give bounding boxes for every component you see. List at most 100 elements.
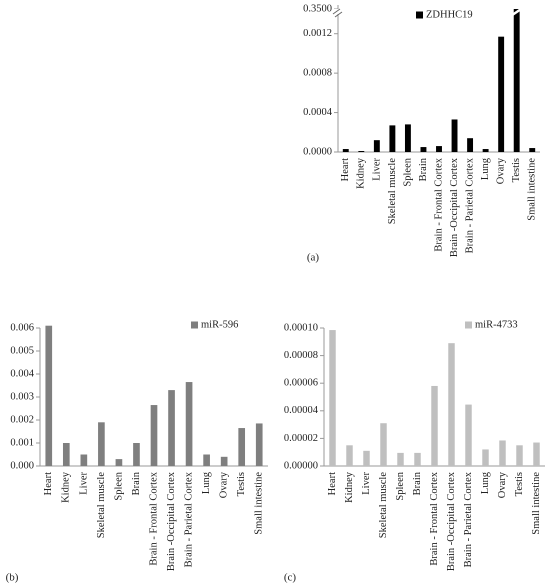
y-tick-label: 0.006 [10, 322, 34, 333]
x-tick-label: Ovary [497, 471, 508, 498]
bar [342, 149, 349, 152]
bar [529, 148, 536, 152]
x-tick-label: Heart [340, 158, 351, 181]
bar [414, 452, 421, 466]
bar [482, 449, 489, 466]
bar [516, 445, 523, 466]
bar [329, 330, 336, 466]
x-tick-label: Lung [480, 471, 491, 494]
bar [80, 454, 88, 466]
y-tick-label: 0.0008 [303, 68, 332, 79]
x-tick-label: Spleen [395, 471, 406, 500]
bar [133, 443, 140, 466]
legend-label: miR-4733 [475, 319, 518, 330]
y-tick-label: 0.00006 [284, 378, 318, 389]
x-tick-label: Skeletal muscle [378, 472, 389, 539]
bar [255, 423, 263, 466]
y-tick-label: 0.002 [10, 414, 34, 425]
bar [358, 151, 365, 152]
y-tick-label: 0.00010 [284, 322, 318, 333]
x-tick-label: Ovary [219, 471, 230, 498]
x-tick-label: Heart [327, 472, 338, 495]
x-tick-label: Brain - Frontal Cortex [148, 471, 159, 565]
bar [436, 146, 442, 152]
x-tick-label: Liver [361, 472, 372, 495]
bar [373, 140, 380, 152]
bar [533, 442, 540, 466]
caption: (b) [6, 572, 19, 584]
legend-label: ZDHHC19 [426, 9, 473, 20]
y-tick-label: 0.0004 [303, 107, 333, 118]
x-tick-label: Testis [511, 158, 522, 182]
x-tick-label: Brain -Occipital Cortex [449, 157, 460, 257]
bar [465, 404, 472, 466]
x-tick-label: Brain - Parietal Cortex [463, 471, 474, 567]
bar [150, 405, 158, 466]
bar [115, 459, 123, 466]
axis-break [334, 11, 343, 18]
bar [363, 450, 370, 466]
legend-swatch [191, 321, 198, 329]
x-tick-label: Brain - Frontal Cortex [433, 157, 444, 251]
x-tick-label: Testis [514, 472, 525, 496]
x-tick-label: Lung [480, 157, 491, 180]
x-tick-label: Small intestine [527, 158, 538, 221]
axis-break-gap [333, 9, 343, 14]
bar [62, 443, 70, 466]
bar [185, 382, 193, 466]
bar [404, 124, 411, 152]
y-tick-label: 0.003 [10, 391, 34, 402]
x-tick-label: Brain [412, 471, 423, 495]
bar [451, 119, 458, 152]
x-tick-label: Skeletal muscle [387, 158, 398, 225]
bar [498, 36, 505, 152]
x-tick-label: Brain - Parietal Cortex [464, 157, 475, 253]
x-tick-label: Brain - Frontal Cortex [429, 471, 440, 565]
x-tick-label: Ovary [496, 157, 507, 184]
bar [238, 428, 246, 466]
y-tick-label: 0.004 [10, 368, 34, 379]
bar [203, 454, 210, 466]
x-tick-label: Liver [371, 158, 382, 181]
x-tick-label: Skeletal muscle [96, 472, 107, 539]
legend-swatch [416, 11, 423, 19]
legend-label: miR-596 [201, 319, 238, 330]
y-tick-label: 0.00002 [284, 433, 318, 444]
y-tick-label: 0.000 [10, 460, 34, 471]
x-tick-label: Testis [236, 472, 247, 496]
x-tick-label: Brain -Occipital Cortex [446, 471, 457, 571]
y-tick-label: 0.3500 [303, 3, 332, 14]
bar [346, 445, 353, 466]
y-tick-label: 0.001 [10, 437, 34, 448]
x-tick-label: Kidney [61, 471, 72, 503]
y-tick-label: 0.0012 [303, 28, 332, 39]
x-tick-label: Spleen [402, 157, 413, 186]
caption: (c) [284, 572, 297, 584]
bar [220, 456, 228, 466]
bar [420, 147, 427, 152]
x-tick-label: Heart [43, 472, 54, 495]
bar [513, 9, 520, 152]
x-tick-label: Brain - Parietal Cortex [183, 471, 194, 567]
x-tick-label: Brain [418, 157, 429, 181]
bar [448, 343, 455, 466]
bar [397, 452, 404, 466]
bar [499, 440, 506, 466]
bar [431, 385, 438, 466]
y-tick-label: 0.00000 [284, 460, 318, 471]
bar [467, 138, 474, 152]
x-tick-label: Brain -Occipital Cortex [166, 471, 177, 571]
x-tick-label: Small intestine [254, 472, 265, 535]
bar [98, 422, 105, 466]
y-tick-label: 0.005 [10, 345, 34, 356]
x-tick-label: Liver [78, 472, 89, 495]
x-tick-label: Small intestine [531, 472, 542, 535]
x-tick-label: Spleen [113, 471, 124, 500]
x-tick-label: Lung [201, 471, 212, 494]
y-tick-label: 0.0000 [303, 146, 332, 157]
bar [389, 125, 396, 152]
y-tick-label: 0.00004 [284, 405, 319, 416]
x-tick-label: Brain [131, 471, 142, 495]
